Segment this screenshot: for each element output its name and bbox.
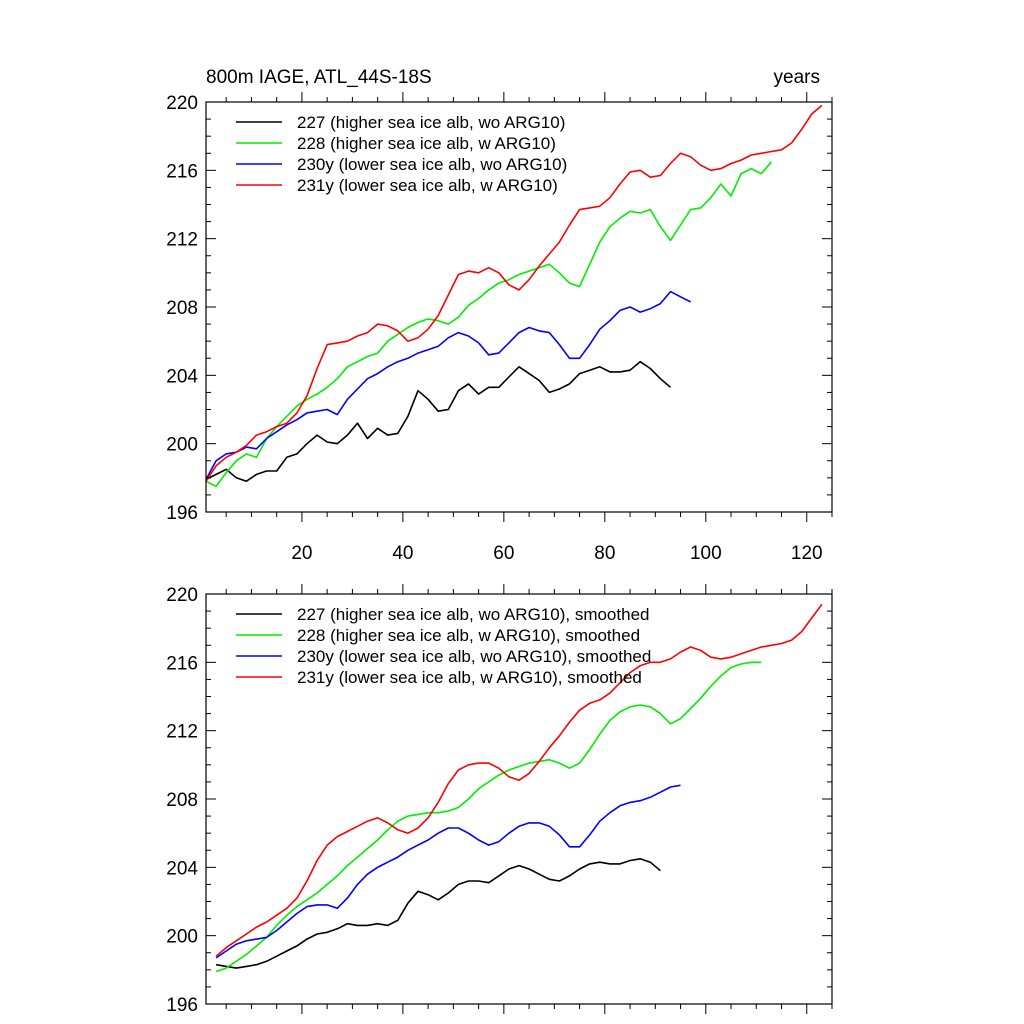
legend-label-3: 230y (lower sea ice alb, wo ARG10) — [297, 155, 567, 174]
y-tick-label: 216 — [166, 653, 198, 674]
y-tick-label: 220 — [166, 93, 198, 114]
y-tick-label: 212 — [166, 230, 198, 251]
series-line-1 — [205, 360, 672, 483]
y-tick-label: 204 — [166, 366, 198, 387]
y-tick-label: 208 — [166, 298, 198, 319]
series-line-2 — [205, 161, 773, 488]
legend-label-3: 230y (lower sea ice alb, wo ARG10), smoo… — [297, 647, 651, 666]
x-tick-label: 120 — [791, 543, 823, 564]
chart-panel-2: 196 200 204 208 212 216 220 227 (higher sea ice… — [166, 584, 833, 1016]
legend-label-1: 227 (higher sea ice alb, wo ARG10), smoo… — [297, 605, 649, 624]
series-line-4 — [215, 603, 823, 957]
legend-label-2: 228 (higher sea ice alb, w ARG10) — [297, 134, 556, 153]
y-tick-label: 216 — [166, 161, 198, 182]
x-tick-label: 100 — [690, 543, 722, 564]
series-line-3 — [205, 290, 691, 480]
x-tick-label: 20 — [291, 543, 312, 564]
y-tick-label: 196 — [166, 503, 198, 524]
y-tick-label: 212 — [166, 722, 198, 743]
y-tick-label: 220 — [166, 585, 198, 606]
x-tick-label: 40 — [392, 543, 413, 564]
y-tick-label: 208 — [166, 790, 198, 811]
series-line-4 — [205, 104, 823, 482]
y-tick-label: 204 — [166, 858, 198, 879]
legend-label-2: 228 (higher sea ice alb, w ARG10), smoot… — [297, 626, 640, 645]
series-line-1 — [215, 857, 661, 969]
legend-label-4: 231y (lower sea ice alb, w ARG10) — [297, 176, 558, 195]
y-tick-label: 196 — [166, 995, 198, 1016]
legend-label-4: 231y (lower sea ice alb, w ARG10), smoot… — [297, 668, 642, 687]
legend-label-1: 227 (higher sea ice alb, wo ARG10) — [297, 113, 565, 132]
chart-title: 800m IAGE, ATL_44S-18S — [206, 67, 432, 88]
series-line-3 — [215, 784, 681, 959]
chart-panel-1: 196 200 204 208 212 216 220 20 40 60 80 100 120 800m … — [166, 67, 833, 564]
x-tick-label: 60 — [493, 543, 514, 564]
y-tick-label: 200 — [166, 435, 198, 456]
series-line-2 — [215, 661, 762, 973]
x-tick-label: 80 — [594, 543, 615, 564]
y-tick-label: 200 — [166, 927, 198, 948]
chart-title-right: years — [774, 67, 820, 88]
